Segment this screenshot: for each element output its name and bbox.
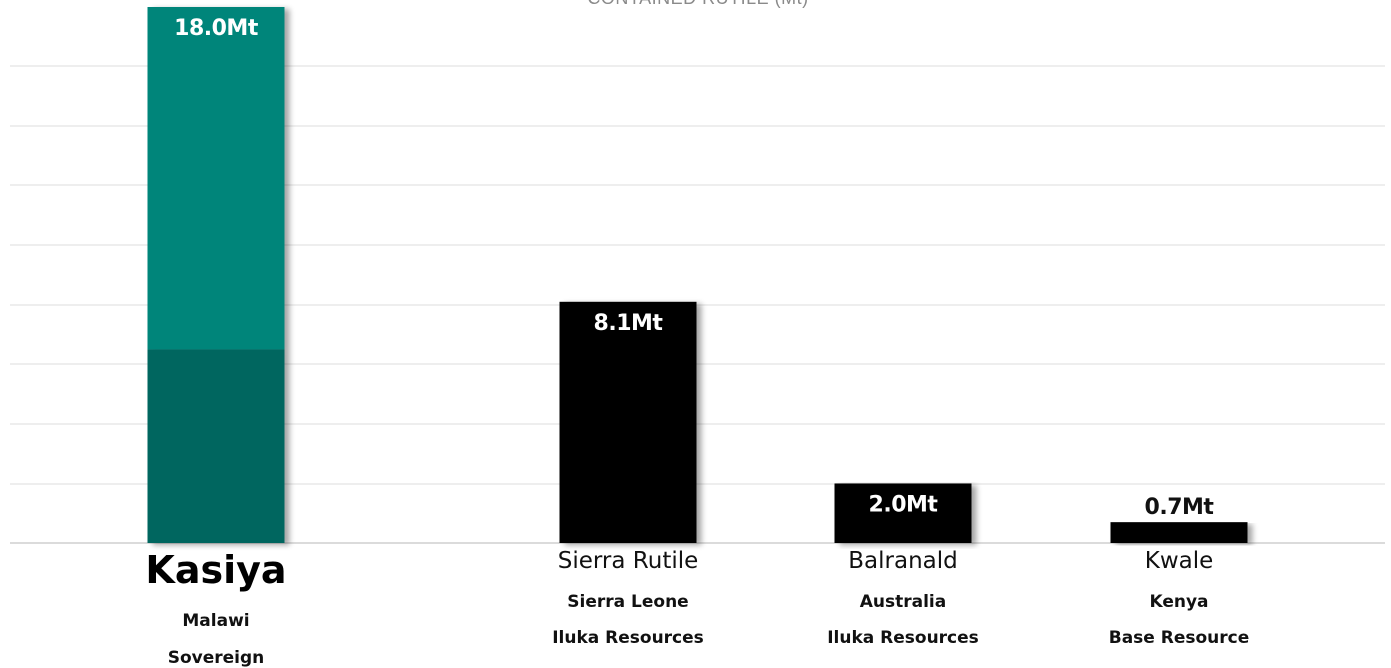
owner-label-balranald: Iluka Resources	[827, 628, 979, 648]
country-label-kwale: Kenya	[1149, 592, 1208, 612]
owner-label-kwale: Base Resource	[1109, 628, 1250, 648]
country-label-balranald: Australia	[860, 592, 947, 612]
category-labels: 18.0Mt Kasiya Malawi Sovereign 8.1Mt Sierra R…	[145, 16, 1249, 668]
bar-kasiya-group	[147, 7, 285, 543]
bar-kwale	[1110, 522, 1248, 543]
value-label-sierra-rutile: 8.1Mt	[594, 311, 664, 336]
owner-label-kasiya: Sovereign	[168, 648, 265, 668]
category-name-sierra-rutile: Sierra Rutile	[558, 548, 699, 574]
category-name-kasiya: Kasiya	[145, 548, 286, 592]
value-label-balranald: 2.0Mt	[869, 492, 939, 517]
category-name-kwale: Kwale	[1145, 548, 1214, 574]
bar-sierra-rutile-group	[559, 301, 697, 543]
value-label-kwale: 0.7Mt	[1145, 495, 1215, 520]
bar-balranald	[834, 483, 972, 543]
country-label-kasiya: Malawi	[182, 611, 249, 631]
category-name-balranald: Balranald	[848, 548, 957, 574]
bar-kwale-group	[1110, 522, 1248, 543]
value-label-kasiya: 18.0Mt	[174, 16, 259, 41]
bar-kasiya-upper	[147, 7, 285, 350]
bars-group	[147, 7, 1248, 543]
bar-kasiya-lower	[147, 349, 285, 543]
bar-sierra-rutile	[559, 301, 697, 543]
country-label-sierra-rutile: Sierra Leone	[567, 592, 688, 612]
bar-balranald-group	[834, 483, 972, 543]
chart-title: CONTAINED RUTILE (Mt)	[587, 0, 808, 8]
owner-label-sierra-rutile: Iluka Resources	[552, 628, 704, 648]
